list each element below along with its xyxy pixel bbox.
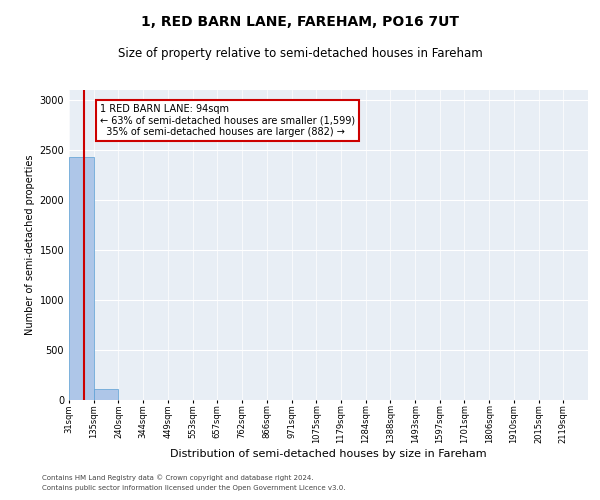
Text: Size of property relative to semi-detached houses in Fareham: Size of property relative to semi-detach…: [118, 48, 482, 60]
Text: 1, RED BARN LANE, FAREHAM, PO16 7UT: 1, RED BARN LANE, FAREHAM, PO16 7UT: [141, 15, 459, 29]
Text: Contains HM Land Registry data © Crown copyright and database right 2024.: Contains HM Land Registry data © Crown c…: [42, 474, 314, 481]
Y-axis label: Number of semi-detached properties: Number of semi-detached properties: [25, 155, 35, 335]
Bar: [69, 157, 94, 400]
X-axis label: Distribution of semi-detached houses by size in Fareham: Distribution of semi-detached houses by …: [170, 449, 487, 459]
Bar: [94, 388, 118, 400]
Text: 1 RED BARN LANE: 94sqm
← 63% of semi-detached houses are smaller (1,599)
  35% o: 1 RED BARN LANE: 94sqm ← 63% of semi-det…: [100, 104, 355, 137]
Text: Contains public sector information licensed under the Open Government Licence v3: Contains public sector information licen…: [42, 485, 346, 491]
